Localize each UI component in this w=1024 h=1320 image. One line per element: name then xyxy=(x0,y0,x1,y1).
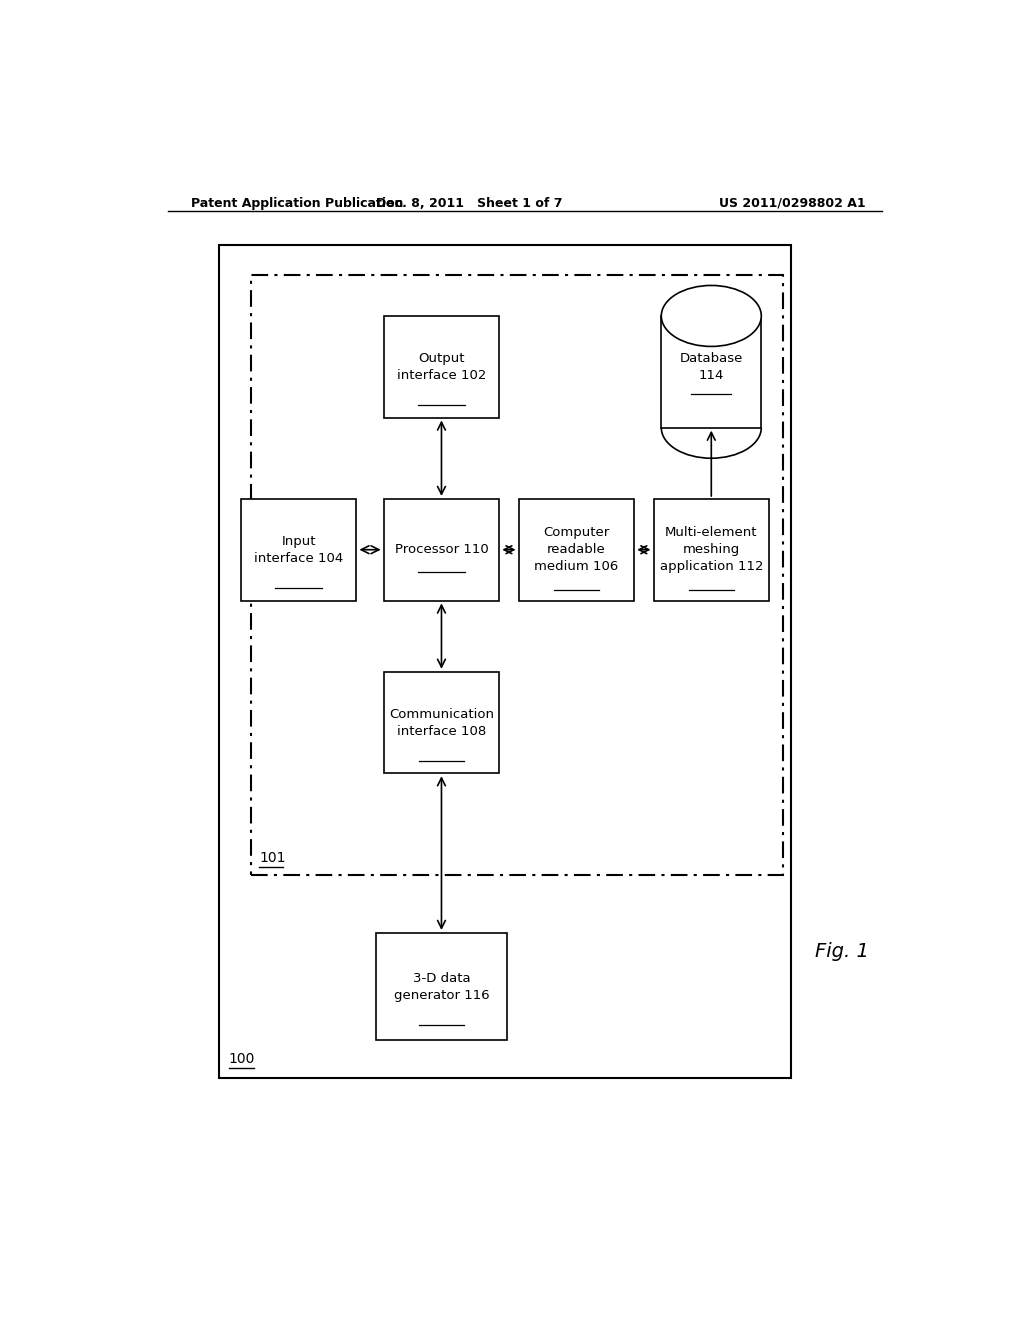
Text: 101: 101 xyxy=(259,851,286,865)
Bar xyxy=(219,244,791,1078)
Bar xyxy=(384,499,499,601)
Bar xyxy=(384,315,499,417)
Text: Processor 110: Processor 110 xyxy=(394,544,488,556)
Text: Input
interface 104: Input interface 104 xyxy=(254,535,343,565)
Bar xyxy=(519,499,634,601)
Bar xyxy=(662,315,761,428)
Ellipse shape xyxy=(662,285,761,346)
Text: Patent Application Publication: Patent Application Publication xyxy=(191,197,403,210)
Bar xyxy=(376,933,507,1040)
Bar xyxy=(241,499,356,601)
Text: US 2011/0298802 A1: US 2011/0298802 A1 xyxy=(720,197,866,210)
Text: Output
interface 102: Output interface 102 xyxy=(396,351,486,381)
Text: Dec. 8, 2011   Sheet 1 of 7: Dec. 8, 2011 Sheet 1 of 7 xyxy=(376,197,562,210)
Bar xyxy=(653,499,769,601)
Bar xyxy=(384,672,499,774)
Bar xyxy=(251,276,782,875)
Text: 3-D data
generator 116: 3-D data generator 116 xyxy=(393,972,489,1002)
Text: Computer
readable
medium 106: Computer readable medium 106 xyxy=(535,527,618,573)
Text: Communication
interface 108: Communication interface 108 xyxy=(389,708,494,738)
Text: 100: 100 xyxy=(228,1052,255,1067)
Text: Database
114: Database 114 xyxy=(680,351,743,381)
Text: Fig. 1: Fig. 1 xyxy=(815,941,869,961)
Text: Multi-element
meshing
application 112: Multi-element meshing application 112 xyxy=(659,527,763,573)
